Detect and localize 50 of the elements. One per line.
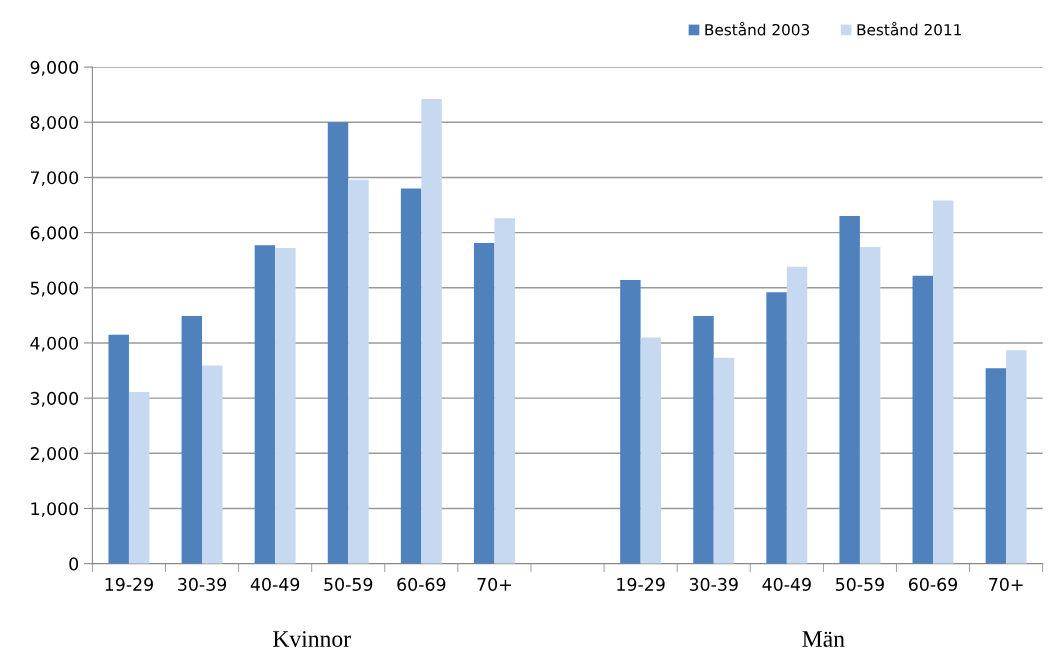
bar <box>933 200 954 564</box>
x-tick-label: 70+ <box>477 577 511 591</box>
x-tick-label: 60-69 <box>397 577 446 591</box>
bar <box>1006 350 1027 564</box>
bar <box>327 122 349 564</box>
bar <box>620 280 641 564</box>
y-tick-label: 9,000 <box>30 60 79 76</box>
bar <box>693 315 714 564</box>
bar <box>766 292 787 564</box>
x-tick-label: 60-69 <box>908 577 958 591</box>
bar <box>128 392 150 564</box>
bar <box>985 368 1007 564</box>
y-tick-label: 7,000 <box>30 171 79 187</box>
bar <box>912 275 934 564</box>
bar <box>108 334 129 564</box>
x-tick-label: 19-29 <box>617 577 665 591</box>
y-tick-label: 8,000 <box>30 115 79 131</box>
x-tick-label: 19-29 <box>105 577 153 591</box>
bar <box>786 266 808 564</box>
bar <box>713 357 735 564</box>
bar <box>181 315 203 564</box>
bar <box>640 337 662 564</box>
bar <box>202 365 223 564</box>
bar <box>254 245 276 564</box>
y-tick-label: 2,000 <box>30 447 79 462</box>
y-tick-label: 4,000 <box>30 336 79 352</box>
bar <box>400 188 422 564</box>
x-tick-label: 70+ <box>989 577 1023 591</box>
legend-label: Bestånd 2003 <box>705 21 810 36</box>
x-tick-label: 50-59 <box>324 577 373 591</box>
text: Män <box>802 631 845 647</box>
bar <box>473 243 495 564</box>
bar <box>348 179 369 564</box>
legend-label: Bestånd 2011 <box>857 21 961 36</box>
y-tick-label: 0 <box>69 557 79 571</box>
x-tick-label: 40-49 <box>762 577 811 591</box>
x-tick-label: 30-39 <box>689 577 738 591</box>
text: Kvinnor <box>273 631 351 647</box>
bar <box>839 216 860 564</box>
x-tick-label: 30-39 <box>178 577 227 591</box>
x-tick-label: 50-59 <box>836 577 884 591</box>
bar <box>494 218 515 564</box>
bar <box>421 99 442 564</box>
bar <box>275 248 296 564</box>
y-tick-label: 6,000 <box>30 226 79 242</box>
y-tick-label: 3,000 <box>30 391 79 407</box>
x-tick-label: 40-49 <box>250 577 300 591</box>
bar <box>859 246 881 564</box>
y-tick-label: 5,000 <box>30 281 79 297</box>
y-tick-label: 1,000 <box>31 502 79 518</box>
